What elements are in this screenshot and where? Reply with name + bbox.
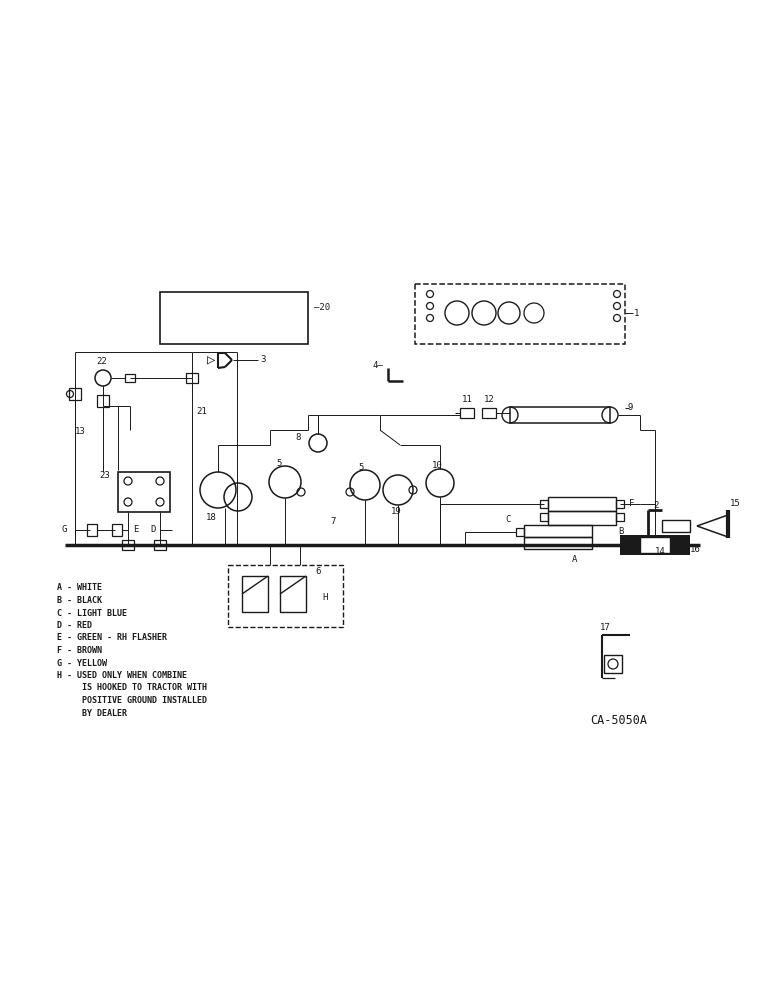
Text: F - BROWN: F - BROWN xyxy=(57,646,102,655)
Text: 5: 5 xyxy=(358,462,364,472)
Text: C - LIGHT BLUE: C - LIGHT BLUE xyxy=(57,608,127,617)
Text: F: F xyxy=(629,499,635,508)
Bar xyxy=(662,520,690,532)
Bar xyxy=(122,540,134,550)
Bar xyxy=(640,537,670,553)
Text: IS HOOKED TO TRACTOR WITH: IS HOOKED TO TRACTOR WITH xyxy=(57,684,207,692)
Bar xyxy=(186,373,198,383)
Bar xyxy=(616,513,624,521)
Text: 17: 17 xyxy=(600,624,611,633)
Text: CA-5050A: CA-5050A xyxy=(590,714,647,726)
Text: 4—: 4— xyxy=(373,361,384,370)
Bar xyxy=(604,655,622,673)
Text: 15: 15 xyxy=(730,499,741,508)
Bar xyxy=(460,408,474,418)
Text: 7: 7 xyxy=(330,518,335,526)
Text: A: A xyxy=(572,556,577,564)
Text: 1: 1 xyxy=(634,308,639,318)
Text: 22: 22 xyxy=(96,358,107,366)
Text: H - USED ONLY WHEN COMBINE: H - USED ONLY WHEN COMBINE xyxy=(57,671,187,680)
Text: BY DEALER: BY DEALER xyxy=(57,708,127,718)
Bar xyxy=(540,513,548,521)
Text: 21: 21 xyxy=(196,408,207,416)
Bar xyxy=(69,388,81,400)
Bar xyxy=(548,511,616,525)
Bar xyxy=(118,472,170,512)
Text: 9: 9 xyxy=(628,402,633,412)
Text: 11: 11 xyxy=(462,395,472,404)
Text: G: G xyxy=(62,526,67,534)
Text: C: C xyxy=(505,516,510,524)
Bar xyxy=(482,408,496,418)
Text: E: E xyxy=(133,526,138,534)
Text: B: B xyxy=(618,526,623,536)
Bar xyxy=(616,500,624,508)
Text: D: D xyxy=(150,526,155,534)
Text: 3: 3 xyxy=(260,356,266,364)
Text: G - YELLOW: G - YELLOW xyxy=(57,658,107,668)
Bar xyxy=(87,524,97,536)
Bar xyxy=(112,524,122,536)
Text: 19: 19 xyxy=(391,508,401,516)
Bar xyxy=(620,535,690,555)
Bar xyxy=(540,500,548,508)
Text: POSITIVE GROUND INSTALLED: POSITIVE GROUND INSTALLED xyxy=(57,696,207,705)
Bar xyxy=(242,576,268,612)
Text: 5: 5 xyxy=(276,458,281,468)
Bar xyxy=(548,497,616,511)
Text: 2: 2 xyxy=(653,500,659,510)
Text: 10: 10 xyxy=(432,460,443,470)
Text: ▷: ▷ xyxy=(207,353,215,367)
Text: 18: 18 xyxy=(206,514,217,522)
Text: 14: 14 xyxy=(655,548,665,556)
Bar xyxy=(154,540,166,550)
Bar xyxy=(524,525,592,537)
Text: 23: 23 xyxy=(99,472,110,481)
Text: 16: 16 xyxy=(690,546,701,554)
Bar xyxy=(510,407,610,423)
Bar xyxy=(97,395,109,407)
Bar xyxy=(228,565,343,627)
Text: 6: 6 xyxy=(315,568,320,576)
Text: 12: 12 xyxy=(484,395,495,404)
Text: H: H xyxy=(322,593,327,602)
Text: 13: 13 xyxy=(75,428,86,436)
Text: D - RED: D - RED xyxy=(57,621,92,630)
Bar xyxy=(125,374,135,382)
Text: 8: 8 xyxy=(295,432,300,442)
Text: A - WHITE: A - WHITE xyxy=(57,584,102,592)
Text: B - BLACK: B - BLACK xyxy=(57,596,102,605)
Bar xyxy=(415,284,625,344)
Bar xyxy=(516,528,524,536)
Text: E - GREEN - RH FLASHER: E - GREEN - RH FLASHER xyxy=(57,634,167,643)
Text: —20: —20 xyxy=(314,304,330,312)
Bar xyxy=(524,537,592,549)
Bar xyxy=(160,292,308,344)
Bar xyxy=(280,576,306,612)
